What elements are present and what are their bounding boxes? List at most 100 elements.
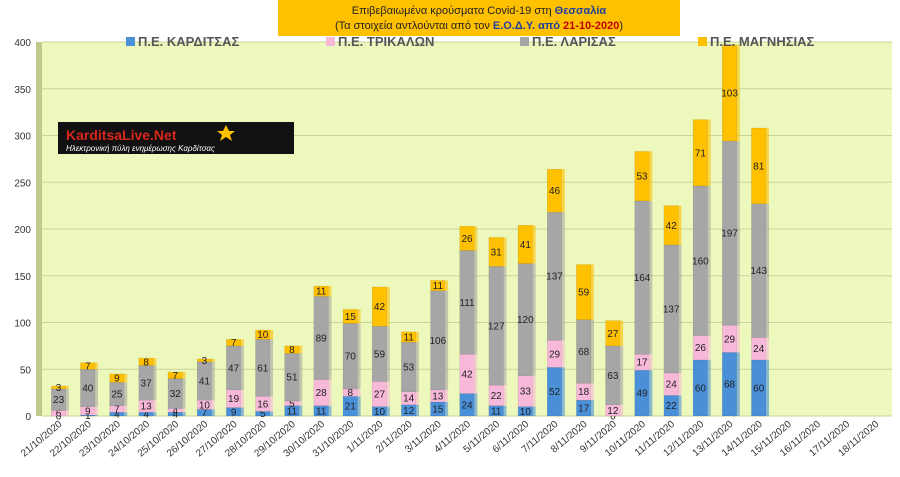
bar-segment-side — [590, 319, 594, 384]
data-label: 19 — [228, 394, 240, 405]
data-label: 47 — [228, 363, 240, 374]
bar-segment-side — [445, 280, 449, 291]
data-label: 103 — [721, 88, 738, 99]
data-label: 8 — [143, 357, 149, 368]
data-label: 4 — [172, 406, 178, 417]
y-tick-label: 300 — [14, 132, 31, 143]
data-label: 28 — [316, 388, 328, 399]
data-label: 11 — [287, 406, 298, 417]
bar-segment-side — [678, 244, 682, 373]
bar-segment-side — [503, 237, 507, 267]
bar-segment-side — [620, 404, 624, 416]
data-label: 31 — [491, 247, 503, 258]
bar-segment-side — [386, 326, 390, 382]
data-label: 127 — [488, 321, 505, 332]
bar-segment-side — [299, 401, 303, 406]
bar-segment-side — [474, 250, 478, 355]
bar-segment-side — [474, 393, 478, 416]
data-label: 9 — [231, 407, 237, 418]
data-label: 137 — [546, 272, 563, 283]
bar-group-13/11/2020: 68 29 197 103 — [721, 44, 740, 417]
data-label: 22 — [666, 401, 678, 412]
data-label: 9 — [85, 406, 91, 417]
legend-label: Π.Ε. ΤΡΙΚΑΛΩΝ — [338, 34, 434, 49]
bar-segment-side — [561, 367, 565, 416]
data-label: 24 — [753, 344, 765, 355]
bar-segment-side — [766, 128, 770, 204]
bar-segment-side — [649, 370, 653, 416]
data-label: 26 — [461, 234, 473, 245]
bar-segment-side — [65, 388, 69, 411]
bar-segment-side — [182, 412, 186, 416]
bar-segment-side — [766, 359, 770, 416]
bar-segment — [692, 119, 708, 187]
bar-segment-side — [707, 185, 711, 336]
data-label: 49 — [636, 389, 648, 400]
bar-segment-side — [561, 169, 565, 213]
bar-segment-side — [299, 345, 303, 354]
y-tick-label: 250 — [14, 178, 31, 189]
data-label: 53 — [636, 172, 648, 183]
bar-segment-side — [124, 382, 128, 406]
data-label: 29 — [724, 334, 736, 345]
bar-group-8/11/2020: 17 18 68 59 — [576, 264, 594, 417]
bar-segment-side — [357, 309, 361, 324]
data-label: 4 — [143, 410, 149, 421]
bar-segment-side — [503, 266, 507, 386]
title-source: Ε.Ο.Δ.Υ. από — [493, 20, 563, 32]
data-label: 15 — [432, 404, 444, 415]
y-tick-label: 200 — [14, 225, 31, 236]
data-label: 17 — [636, 358, 648, 369]
data-label: 63 — [607, 371, 619, 382]
bar-segment-side — [386, 286, 390, 327]
bar-segment-side — [503, 385, 507, 406]
bar-segment-side — [299, 405, 303, 416]
bar-segment-side — [532, 225, 536, 264]
bar-segment-side — [270, 396, 274, 412]
bar-segment-side — [649, 151, 653, 201]
bar-segment-side — [474, 226, 478, 251]
bar-segment-side — [95, 415, 99, 416]
bar-segment-side — [590, 400, 594, 416]
bar-segment-side — [445, 389, 449, 402]
bar-group-28/10/2020: 516 61 10 — [255, 329, 274, 420]
bar-segment-side — [211, 358, 215, 362]
data-label: 197 — [721, 229, 738, 240]
bar-group-30/10/2020: 11 28 89 11 — [313, 285, 332, 417]
bar-group-10/11/2020: 49 17 164 53 — [634, 151, 653, 417]
bar-segment-side — [357, 388, 361, 397]
bar-segment-side — [445, 401, 449, 416]
bar-segment-side — [620, 320, 624, 346]
y-tick-label: 400 — [14, 38, 31, 49]
bar-segment-side — [415, 342, 419, 392]
data-label: 7 — [172, 371, 178, 382]
data-label: 37 — [141, 378, 153, 389]
data-label: 4 — [172, 410, 178, 421]
bar-segment-side — [95, 362, 99, 370]
data-label: 12 — [607, 406, 619, 417]
data-label: 14 — [403, 394, 415, 405]
data-label: 27 — [607, 329, 619, 340]
data-label: 5 — [260, 409, 266, 420]
data-label: 22 — [491, 391, 503, 402]
data-label: 6 — [56, 409, 62, 420]
bar-segment-side — [766, 203, 770, 338]
bar-segment — [576, 399, 592, 417]
title-line-2-text: (Τα στοιχεία αντλούνται από τον — [335, 20, 493, 32]
bar-segment-side — [532, 406, 536, 416]
y-tick-label: 150 — [14, 272, 31, 283]
data-label: 3 — [56, 383, 62, 394]
data-label: 18 — [578, 387, 590, 398]
data-label: 42 — [666, 221, 678, 232]
bar-group-25/10/2020: 44 32 7 — [167, 371, 186, 421]
data-label: 42 — [461, 369, 473, 380]
bar-segment-side — [386, 381, 390, 407]
title-box: Επιβεβαιωμένα κρούσματα Covid-19 στη Θεσ… — [278, 0, 680, 36]
data-label: 143 — [750, 266, 767, 277]
title-background — [278, 0, 680, 36]
data-label: 164 — [634, 273, 651, 284]
data-label: 32 — [170, 389, 182, 400]
data-label: 29 — [549, 349, 561, 360]
y-tick-label: 100 — [14, 319, 31, 330]
data-label: 160 — [692, 256, 709, 267]
